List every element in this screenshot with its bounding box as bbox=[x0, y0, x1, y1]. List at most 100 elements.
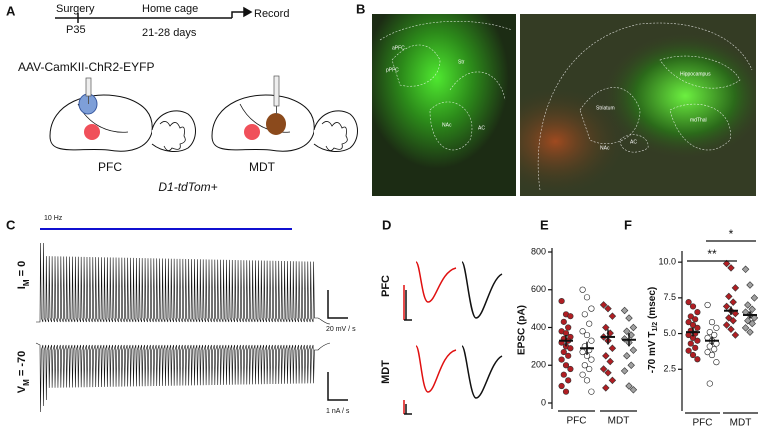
data-point bbox=[704, 349, 711, 356]
row-label: PFC bbox=[380, 275, 392, 297]
current-trace bbox=[35, 342, 331, 413]
data-point bbox=[623, 327, 631, 335]
row-label: VM = -70 bbox=[16, 351, 31, 393]
timeline-label: Record bbox=[254, 8, 289, 20]
data-point bbox=[588, 305, 595, 312]
y-tick-label: 600 bbox=[531, 284, 546, 294]
region-label: NAc bbox=[600, 145, 610, 151]
data-point bbox=[722, 302, 731, 311]
target-label: MDT bbox=[249, 160, 276, 174]
data-point bbox=[588, 356, 595, 363]
data-point bbox=[713, 359, 720, 366]
data-point bbox=[588, 337, 595, 344]
region-label: AC bbox=[478, 125, 485, 131]
region-label: Str bbox=[458, 59, 465, 65]
data-point bbox=[581, 362, 588, 369]
panel-label: C bbox=[6, 217, 16, 232]
y-tick-label: 200 bbox=[531, 360, 546, 370]
data-point bbox=[731, 309, 740, 318]
data-point bbox=[558, 297, 565, 305]
data-point bbox=[599, 365, 608, 373]
panel-label: B bbox=[356, 1, 365, 16]
data-point bbox=[706, 343, 713, 350]
data-point bbox=[692, 344, 699, 351]
data-point bbox=[602, 352, 610, 360]
data-point bbox=[565, 377, 572, 384]
y-axis-label-rest: (msec) bbox=[647, 287, 658, 322]
data-point bbox=[711, 346, 718, 353]
data-point bbox=[744, 301, 752, 309]
row-label-main: I bbox=[16, 286, 28, 289]
data-point bbox=[727, 325, 735, 334]
data-point bbox=[746, 328, 754, 336]
data-point bbox=[722, 259, 731, 268]
data-point bbox=[741, 265, 750, 274]
data-point bbox=[606, 357, 614, 366]
timeline-label: Home cage bbox=[142, 3, 198, 15]
row-label-sub: M bbox=[22, 279, 31, 286]
data-point bbox=[694, 309, 701, 316]
data-point bbox=[731, 284, 740, 292]
y-tick-label: 0 bbox=[541, 397, 546, 407]
data-point bbox=[694, 337, 701, 344]
significance-label: ** bbox=[707, 247, 717, 261]
data-point bbox=[604, 369, 612, 377]
data-point bbox=[729, 316, 737, 325]
y-tick-label: 2.5 bbox=[663, 364, 676, 374]
data-point bbox=[627, 361, 635, 369]
epsc-traces bbox=[403, 261, 503, 415]
data-point bbox=[583, 294, 591, 301]
y-axis-label-sub: 1/2 bbox=[652, 322, 659, 332]
data-point bbox=[567, 345, 574, 352]
data-point bbox=[704, 301, 711, 309]
data-point bbox=[560, 348, 567, 356]
x-group-label: MDT bbox=[730, 418, 752, 428]
region-label: Hippocampus bbox=[680, 71, 711, 77]
timeline bbox=[55, 6, 253, 23]
panel-label: D bbox=[382, 217, 391, 232]
data-point bbox=[565, 324, 572, 331]
histology-image bbox=[372, 14, 516, 196]
timeline-label: Surgery bbox=[56, 3, 95, 15]
y-axis-label: EPSC (pA) bbox=[517, 305, 528, 355]
data-point bbox=[708, 351, 716, 359]
row-label-main: V bbox=[16, 385, 28, 393]
data-point bbox=[706, 380, 713, 387]
row-label-rest: = -70 bbox=[16, 351, 28, 379]
panel-label: A bbox=[6, 3, 16, 18]
region-label: mdThal bbox=[690, 117, 707, 123]
target-label: PFC bbox=[98, 160, 122, 174]
data-point bbox=[685, 347, 692, 354]
data-point bbox=[722, 321, 731, 329]
y-axis-label-main: -70 mV T bbox=[647, 332, 658, 374]
region-label: aPFC bbox=[392, 45, 405, 51]
data-point bbox=[694, 324, 701, 331]
data-point bbox=[579, 328, 586, 335]
scale-label: 20 mV / s bbox=[326, 326, 356, 333]
data-point bbox=[565, 352, 572, 359]
stimulus-label: 10 Hz bbox=[44, 215, 63, 222]
data-point bbox=[586, 320, 593, 327]
data-point bbox=[586, 365, 593, 373]
data-point bbox=[685, 299, 692, 306]
panel-label: F bbox=[624, 217, 632, 232]
data-point bbox=[692, 316, 699, 323]
data-point bbox=[694, 356, 701, 363]
data-point bbox=[602, 323, 610, 332]
brain-diagram bbox=[49, 77, 196, 152]
data-point bbox=[729, 298, 737, 306]
data-point bbox=[583, 331, 591, 339]
data-point bbox=[731, 331, 740, 339]
data-point bbox=[625, 314, 633, 322]
brain-diagram bbox=[211, 75, 358, 152]
data-point bbox=[579, 371, 586, 378]
data-point bbox=[687, 313, 694, 320]
data-point bbox=[725, 292, 733, 301]
data-point bbox=[750, 294, 759, 302]
data-point bbox=[687, 340, 694, 347]
data-point bbox=[629, 323, 638, 332]
y-tick-label: 800 bbox=[531, 246, 546, 256]
region-label: NAc bbox=[442, 122, 452, 128]
data-point bbox=[602, 384, 610, 392]
x-group-label: MDT bbox=[608, 416, 630, 427]
